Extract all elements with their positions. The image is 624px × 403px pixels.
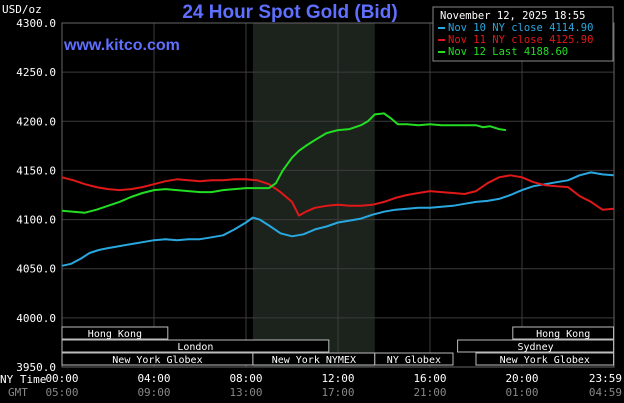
series-line: [61, 174, 614, 217]
session-box: [457, 339, 615, 353]
gmt-tick-label: 17:00: [321, 386, 354, 399]
session-box: [61, 326, 169, 340]
series-line: [61, 171, 614, 267]
series-line: [61, 112, 507, 214]
gmt-label: GMT: [8, 386, 28, 399]
legend-entry: Nov 10 NY close 4114.90: [448, 22, 593, 34]
gmt-tick-label: 13:00: [229, 386, 262, 399]
legend-box: [432, 6, 614, 62]
ny-time-tick-label: 08:00: [229, 372, 262, 385]
unit-label: USD/oz: [2, 3, 42, 16]
gmt-tick-label: 01:00: [505, 386, 538, 399]
y-tick-label: 4200.0: [16, 115, 56, 128]
y-tick-label: 4300.0: [16, 17, 56, 30]
y-tick-label: 3950.0: [16, 361, 56, 374]
y-axis-ticks: 4300.0 4250.0 4200.0 4150.0 4100.0 4050.0 4000…: [16, 17, 56, 374]
plot-frame: [61, 22, 615, 368]
gmt-tick-label: 21:00: [413, 386, 446, 399]
ny-time-tick-label: 12:00: [321, 372, 354, 385]
y-tick-label: 4100.0: [16, 214, 56, 227]
y-tick-label: 4050.0: [16, 263, 56, 276]
ny-time-tick-label: 04:00: [137, 372, 170, 385]
nymex-session-shade: [252, 23, 375, 367]
legend-entry: Nov 11 NY close 4125.90: [448, 34, 593, 46]
session-label: New York Globex: [112, 355, 202, 366]
gmt-tick-label: 04:59: [589, 386, 622, 399]
chart-title: 24 Hour Spot Gold (Bid): [182, 2, 397, 23]
session-box: [512, 326, 615, 340]
ny-time-tick-label: 23:59: [589, 372, 622, 385]
session-label: New York Globex: [500, 355, 590, 366]
website-label: www.kitco.com: [63, 37, 180, 54]
series-lines: [61, 112, 614, 267]
market-sessions: Hong Kong Hong Kong London Sydney New York G…: [61, 326, 615, 366]
ny-time-tick-label: 20:00: [505, 372, 538, 385]
y-tick-label: 4150.0: [16, 164, 56, 177]
gmt-tick-label: 05:00: [45, 386, 78, 399]
ny-time-tick-label: 16:00: [413, 372, 446, 385]
session-box: [374, 352, 454, 366]
ny-time-tick-label: 00:00: [45, 372, 78, 385]
y-tick-label: 4250.0: [16, 66, 56, 79]
session-label: Hong Kong: [536, 329, 590, 340]
legend-entry: Nov 12 Last 4188.60: [448, 46, 568, 58]
timestamp: November 12, 2025 18:55: [440, 10, 585, 22]
ny-time-label: NY Time: [0, 373, 46, 386]
session-box: [61, 339, 330, 353]
session-label: Sydney: [518, 342, 554, 353]
session-label: Hong Kong: [88, 329, 142, 340]
session-label: NY Globex: [387, 355, 441, 366]
gmt-tick-label: 09:00: [137, 386, 170, 399]
session-label: London: [177, 342, 213, 353]
session-label: New York NYMEX: [272, 355, 356, 366]
legend: November 12, 2025 18:55 Nov 10 NY close …: [432, 6, 614, 62]
session-box: [475, 352, 615, 366]
y-tick-label: 4000.0: [16, 312, 56, 325]
